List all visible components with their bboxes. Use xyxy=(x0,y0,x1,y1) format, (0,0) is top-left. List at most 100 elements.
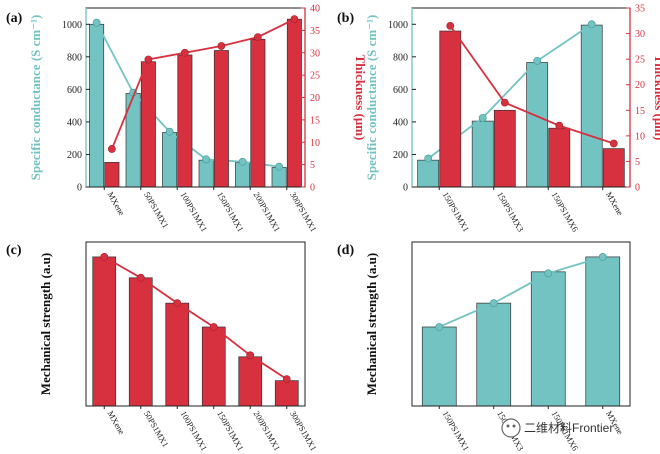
marker-red-5 xyxy=(246,351,255,360)
bar-teal-4 xyxy=(585,256,621,407)
left-tick-label: 0 xyxy=(77,183,82,194)
category-label: MXene xyxy=(106,409,128,436)
watermark: 二维材料Frontier xyxy=(501,418,613,438)
trend-line-red xyxy=(103,256,288,380)
left-axis-title: Mechanical strength (a.u) xyxy=(364,253,379,395)
bar-teal-3 xyxy=(162,132,178,188)
trend-line-teal xyxy=(438,256,604,328)
bar-teal-3 xyxy=(526,62,549,188)
marker-red-3 xyxy=(555,121,564,130)
axis-frame xyxy=(85,241,306,407)
bar-teal-1 xyxy=(421,326,457,407)
marker-red-2 xyxy=(144,55,153,64)
right-tick-label: 15 xyxy=(635,106,645,117)
category-label: MXene xyxy=(604,190,626,217)
marker-red-1 xyxy=(100,253,109,261)
right-tick-label: 40 xyxy=(310,4,320,15)
right-tick-label: 30 xyxy=(310,48,320,59)
right-tick-label: 20 xyxy=(310,93,320,104)
left-tick-label: 800 xyxy=(67,52,82,63)
watermark-text: 二维材料Frontier xyxy=(524,421,613,435)
left-axis-title: Specific conductance (S cm⁻¹) xyxy=(364,15,379,181)
left-tick-label: 200 xyxy=(67,150,82,161)
category-label: 150PS1MX6 xyxy=(550,190,581,233)
bar-red-2 xyxy=(140,61,156,188)
marker-teal-2 xyxy=(489,299,498,308)
bar-red-6 xyxy=(286,18,302,188)
category-label: 150PS1MX1 xyxy=(441,409,472,452)
category-label: MXene xyxy=(106,190,128,217)
right-tick-label: 10 xyxy=(635,131,645,142)
panel-label: (a) xyxy=(6,11,23,26)
bar-red-5 xyxy=(238,356,263,407)
bar-teal-1 xyxy=(417,159,440,188)
bar-red-4 xyxy=(602,148,625,188)
bar-red-3 xyxy=(165,302,190,407)
panel-label: (b) xyxy=(337,11,354,26)
bar-red-1 xyxy=(104,162,120,188)
left-tick-label: 200 xyxy=(393,150,408,161)
right-tick-label: 25 xyxy=(310,71,320,82)
marker-teal-2 xyxy=(478,113,487,122)
right-tick-label: 30 xyxy=(635,29,645,40)
bar-red-2 xyxy=(128,277,153,407)
marker-teal-4 xyxy=(202,155,211,164)
left-tick-label: 800 xyxy=(393,52,408,63)
trend-line-red xyxy=(111,18,295,150)
right-tick-label: 10 xyxy=(310,138,320,149)
marker-red-3 xyxy=(180,48,189,57)
category-label: 50PS1MX1 xyxy=(142,409,171,449)
right-tick-label: 20 xyxy=(635,80,645,91)
axis-frame xyxy=(85,7,306,188)
marker-red-3 xyxy=(173,299,182,308)
marker-teal-3 xyxy=(544,269,553,278)
category-label: 150PS1MX3 xyxy=(495,190,526,233)
right-tick-label: 0 xyxy=(635,183,640,194)
wechat-icon xyxy=(501,418,521,438)
wechat-icon-dot xyxy=(512,424,516,428)
bar-teal-1 xyxy=(89,23,105,188)
right-axis-title: Thickness (μm) xyxy=(353,55,368,141)
bar-teal-2 xyxy=(476,302,512,407)
panel-label: (d) xyxy=(337,243,354,258)
right-tick-label: 25 xyxy=(635,55,645,66)
category-label: 50PS1MX1 xyxy=(142,190,171,230)
bar-red-5 xyxy=(250,38,266,188)
marker-teal-4 xyxy=(598,253,607,261)
category-label: 300PS1MX1 xyxy=(288,190,319,233)
right-tick-label: 5 xyxy=(310,160,315,171)
marker-teal-1 xyxy=(92,18,101,27)
trend-line-red xyxy=(449,25,615,145)
category-label: 200PS1MX1 xyxy=(252,409,283,452)
right-tick-label: 0 xyxy=(310,183,315,194)
marker-teal-5 xyxy=(238,157,247,166)
marker-red-2 xyxy=(136,273,145,282)
category-label: 150PS1MX1 xyxy=(441,190,472,233)
chart-panel-1: (a) 0 200 400 600 800 1000 0 5 10 15 20 25 30 35 40 MXen… xyxy=(6,4,368,234)
bar-red-6 xyxy=(274,380,299,407)
wechat-icon-dot xyxy=(506,424,510,428)
chart-panel-2: (b) 0 200 400 600 800 1000 0 5 10 15 20 25 30 35 150PS1… xyxy=(337,4,660,234)
panel-label: (c) xyxy=(6,243,22,258)
left-tick-label: 1000 xyxy=(62,20,82,31)
bar-red-3 xyxy=(548,127,571,188)
chart-panel-3: (c) MXene 50PS1MX1 100PS1MX1 150PS1MX1 200PS1… xyxy=(6,241,319,452)
bar-teal-2 xyxy=(471,120,494,188)
marker-teal-6 xyxy=(275,162,284,171)
category-label: 200PS1MX1 xyxy=(252,190,283,233)
marker-red-2 xyxy=(500,98,509,107)
category-label: 300PS1MX1 xyxy=(288,409,319,452)
left-axis-title: Mechanical strength (a.u) xyxy=(38,253,53,395)
category-label: 100PS1MX1 xyxy=(179,190,210,233)
marker-red-4 xyxy=(609,139,618,148)
bar-teal-5 xyxy=(235,162,251,188)
left-tick-label: 400 xyxy=(67,117,82,128)
bar-teal-3 xyxy=(530,271,566,407)
marker-red-1 xyxy=(107,145,116,153)
bar-red-4 xyxy=(201,326,226,407)
marker-red-4 xyxy=(217,42,226,50)
marker-teal-3 xyxy=(165,127,174,136)
category-label: 150PS1MX1 xyxy=(215,409,246,452)
marker-teal-1 xyxy=(435,323,444,331)
